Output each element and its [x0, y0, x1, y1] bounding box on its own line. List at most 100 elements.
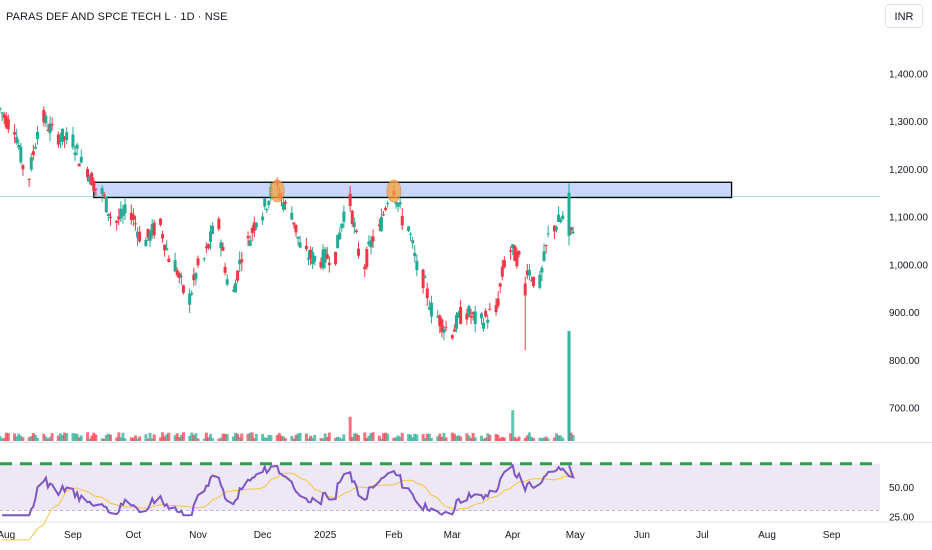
candle-body[interactable]: [217, 218, 221, 230]
candle-body[interactable]: [557, 214, 561, 223]
touch-marker[interactable]: [386, 179, 402, 203]
candle-body[interactable]: [523, 283, 527, 296]
candle-body[interactable]: [263, 198, 267, 207]
candle-body[interactable]: [544, 245, 548, 247]
candle-body[interactable]: [148, 231, 152, 241]
candle-body[interactable]: [304, 245, 308, 250]
candle-body[interactable]: [161, 234, 165, 239]
candle-body[interactable]: [421, 269, 425, 289]
currency-button[interactable]: INR: [885, 4, 923, 28]
candle-body[interactable]: [436, 316, 440, 318]
candle-body[interactable]: [486, 319, 490, 323]
candle-body[interactable]: [552, 225, 556, 232]
candle-body[interactable]: [367, 241, 371, 245]
candle-body[interactable]: [294, 224, 298, 233]
candle-body[interactable]: [46, 129, 50, 131]
candle-body[interactable]: [150, 224, 154, 236]
candle-body[interactable]: [340, 223, 344, 229]
candle-body[interactable]: [496, 298, 500, 306]
candle-body[interactable]: [561, 215, 565, 219]
candle-body[interactable]: [234, 283, 238, 293]
candle-body[interactable]: [444, 327, 448, 329]
candle-body[interactable]: [17, 145, 21, 148]
candle-body[interactable]: [467, 305, 471, 316]
candle-body[interactable]: [473, 311, 477, 325]
candle-body[interactable]: [356, 248, 360, 256]
candle-body[interactable]: [559, 219, 563, 223]
candle-body[interactable]: [13, 132, 17, 135]
candle-body[interactable]: [479, 313, 483, 319]
candle-body[interactable]: [438, 315, 442, 327]
candle-body[interactable]: [63, 136, 67, 140]
candle-body[interactable]: [152, 222, 156, 236]
candle-body[interactable]: [88, 176, 92, 182]
candle-body[interactable]: [454, 315, 458, 329]
candle-body[interactable]: [284, 201, 288, 204]
candle-body[interactable]: [102, 194, 106, 196]
candle-body[interactable]: [532, 276, 536, 286]
candle-body[interactable]: [238, 259, 242, 265]
candle-body[interactable]: [117, 216, 121, 220]
candle-body[interactable]: [567, 192, 571, 236]
candle-body[interactable]: [65, 132, 69, 141]
candle-body[interactable]: [382, 214, 386, 216]
candle-body[interactable]: [19, 146, 23, 163]
candle-body[interactable]: [167, 258, 171, 263]
candle-body[interactable]: [158, 218, 162, 225]
candle-body[interactable]: [181, 285, 185, 293]
candle-body[interactable]: [423, 277, 427, 279]
candle-body[interactable]: [209, 231, 213, 242]
candle-body[interactable]: [398, 202, 402, 205]
candle-body[interactable]: [440, 319, 444, 333]
candle-body[interactable]: [306, 257, 310, 260]
candle-body[interactable]: [509, 250, 513, 252]
candle-body[interactable]: [94, 188, 98, 190]
candle-body[interactable]: [513, 245, 517, 261]
candle-body[interactable]: [511, 244, 515, 248]
candle-body[interactable]: [73, 152, 77, 156]
candle-body[interactable]: [471, 312, 475, 315]
candle-body[interactable]: [252, 222, 256, 232]
candle-body[interactable]: [296, 236, 300, 239]
candle-body[interactable]: [92, 180, 96, 192]
candle-body[interactable]: [425, 288, 429, 299]
candle-body[interactable]: [58, 138, 62, 142]
candle-body[interactable]: [386, 202, 390, 204]
candle-body[interactable]: [571, 231, 575, 234]
candle-body[interactable]: [342, 211, 346, 222]
candle-body[interactable]: [221, 246, 225, 251]
resistance-zone[interactable]: [93, 181, 733, 199]
candle-body[interactable]: [79, 156, 83, 163]
candle-body[interactable]: [15, 137, 19, 144]
candle-body[interactable]: [104, 196, 108, 213]
candle-body[interactable]: [75, 144, 79, 149]
candle-body[interactable]: [165, 248, 169, 250]
candle-body[interactable]: [138, 231, 142, 242]
candle-body[interactable]: [352, 222, 356, 228]
candle-body[interactable]: [225, 279, 229, 285]
candle-body[interactable]: [525, 270, 529, 275]
candle-body[interactable]: [71, 134, 75, 148]
candle-body[interactable]: [44, 115, 48, 124]
candle-body[interactable]: [21, 165, 25, 170]
candle-body[interactable]: [6, 119, 10, 130]
candle-body[interactable]: [517, 250, 521, 255]
candle-body[interactable]: [459, 306, 463, 324]
candle-body[interactable]: [309, 249, 313, 259]
candle-body[interactable]: [250, 227, 254, 233]
candle-body[interactable]: [469, 315, 473, 318]
candle-body[interactable]: [173, 260, 177, 272]
candle-body[interactable]: [384, 207, 388, 210]
candle-body[interactable]: [146, 228, 150, 238]
touch-marker[interactable]: [269, 179, 285, 203]
candle-body[interactable]: [27, 178, 31, 180]
candle-body[interactable]: [411, 240, 415, 244]
candle-body[interactable]: [175, 270, 179, 276]
candle-body[interactable]: [136, 231, 140, 238]
candle-body[interactable]: [231, 289, 235, 292]
candle-body[interactable]: [452, 329, 456, 332]
candle-body[interactable]: [494, 305, 498, 313]
candle-body[interactable]: [319, 261, 323, 268]
candle-body[interactable]: [554, 227, 558, 230]
